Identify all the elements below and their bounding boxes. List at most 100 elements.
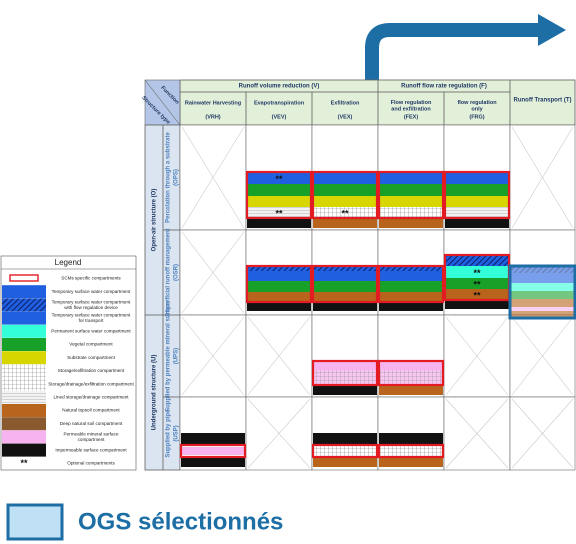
row-code: (OPS) [174,169,180,186]
cross [445,398,509,469]
compartment [247,271,311,281]
scm-outline [245,264,313,304]
compartment [313,266,377,271]
compartment [445,207,509,218]
scm-outline [311,443,379,459]
column-code: (VEV) [272,114,287,120]
legend-label: Optional compartments [67,461,115,466]
legend-label: Impermeable surface compartment [55,447,127,452]
compartment [379,302,443,311]
compartment [313,184,377,196]
scm-outline [377,443,445,459]
compartment [313,271,377,281]
compartment [313,207,377,218]
compartment [313,196,377,207]
legend-label: Substrate compartment [67,355,115,360]
optional-marker: ** [473,290,481,300]
row-label: Supplied by pipe [166,409,172,458]
compartment [379,361,443,370]
cross [445,316,509,396]
compartment [181,457,245,467]
compartment [247,172,311,184]
optional-marker: ** [20,458,28,468]
compartment [247,196,311,207]
legend-label: Vegetal compartment [69,342,113,347]
footer-label: OGS sélectionnés [78,508,283,535]
compartment [313,172,377,184]
group-label: Runoff volume reduction (V) [239,84,320,90]
legend-swatch [2,298,46,312]
column-label: flow regulation only [457,100,497,113]
compartment [445,218,509,228]
row-code: (USP) [174,425,180,441]
legend-swatch [2,443,46,457]
column-label: Evapotranspiration [254,100,305,106]
row-label: Percolation through a substrate [166,132,172,223]
compartment [313,302,377,311]
compartment [379,271,443,281]
legend-label: Deep natural soil compartment [60,421,123,426]
legend-label: Permeable mineral surface compartment [64,432,119,443]
arrow-head [538,14,566,46]
legend-swatch [2,390,46,404]
compartment [511,307,574,311]
compartment [511,291,574,299]
legend-swatch [2,364,46,378]
column-code: (FRG) [469,114,484,120]
compartment [511,267,574,273]
legend-label: Lined storage/drainage compartment [53,395,129,400]
cross [511,398,574,469]
compartment [379,292,443,302]
compartment [313,281,377,292]
column-code: (FEX) [404,114,419,120]
row-label: Superficial runoff management [166,228,172,316]
legend-label: Temporary surface water compartment for t… [52,313,131,324]
compartment [247,281,311,292]
arrow [365,23,540,82]
compartment [379,457,443,467]
corner-diagonal [144,79,181,126]
optional-marker: ** [275,174,283,184]
legend-label: Natural topsoil compartment [62,408,120,413]
row-code: (OSR) [174,264,180,281]
compartment [379,370,443,385]
scm-outline [377,264,445,304]
optional-marker: ** [341,208,349,218]
compartment [181,433,245,445]
optional-marker: ** [473,268,481,278]
compartment [313,433,377,445]
legend-label: Storage/exfiltration compartment [58,368,125,373]
compartment [379,184,443,196]
compartment [445,289,509,300]
compartment [511,273,574,283]
column-code: (VRH) [205,114,220,120]
compartment [379,172,443,184]
structure-label: Open-air structure (O) [152,189,158,252]
row-label: Supplied by permeable mineral surface [166,299,172,411]
scm-outline [245,170,313,220]
scm-outline [311,264,379,304]
compartment [379,445,443,457]
legend-swatch [2,430,46,444]
compartment [379,266,443,271]
selection [508,264,576,320]
scm-outline [311,170,379,220]
cross [181,126,245,229]
compartment [445,300,509,309]
legend-title: Legend [55,258,82,267]
legend-swatch [2,311,46,325]
column-label: Exfiltration [331,100,360,106]
compartment [247,207,311,218]
optional-marker: ** [473,279,481,289]
compartment [445,255,509,266]
compartment [247,292,311,302]
compartment [379,207,443,218]
legend-swatch [9,274,39,282]
scm-outline [311,359,379,387]
group-label: Runoff Transport (T) [514,98,572,104]
compartment [313,370,377,385]
compartment [313,361,377,370]
compartment [445,172,509,184]
compartment [379,433,443,445]
compartment [379,218,443,228]
